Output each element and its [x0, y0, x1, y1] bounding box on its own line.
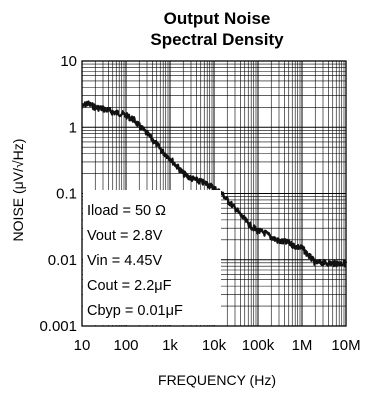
x-tick-label: 10k	[202, 337, 227, 354]
noise-series-line	[81, 100, 348, 268]
y-tick-label: 0.01	[48, 252, 77, 269]
x-tick-label: 100k	[242, 337, 275, 354]
annotation-text: Vin = 4.45V	[87, 253, 162, 269]
conditions-annotations: Iload = 50 Ω Vout = 2.8V Vin = 4.45V Cout =…	[87, 203, 183, 319]
x-tick-label: 10M	[331, 337, 360, 354]
annotation-text: Vout = 2.8V	[87, 228, 163, 244]
annotation-text: Cout = 2.2μF	[87, 278, 172, 294]
annotation-text: Cbyp = 0.01μF	[87, 303, 183, 319]
x-axis-label: FREQUENCY (Hz)	[158, 372, 276, 388]
x-tick-labels: 10 100 1k 10k 100k 1M 10M	[74, 337, 361, 354]
conditions-box	[83, 190, 221, 325]
y-tick-label: 10	[60, 53, 77, 70]
annotation-text: Iload = 50 Ω	[87, 203, 166, 219]
chart-title-line-1: Output Noise	[164, 9, 271, 28]
x-tick-label: 1k	[162, 337, 178, 354]
x-tick-label: 100	[113, 337, 138, 354]
x-tick-label: 1M	[292, 337, 313, 354]
y-tick-label: 0.001	[39, 318, 77, 335]
x-tick-label: 10	[74, 337, 91, 354]
y-tick-labels: 0.001 0.01 0.1 1 10	[39, 53, 77, 335]
y-tick-label: 1	[69, 119, 77, 136]
plot-frame	[81, 60, 347, 327]
y-axis-label: NOISE (μV/√Hz)	[10, 139, 26, 242]
chart-title-line-2: Spectral Density	[150, 30, 284, 49]
series-layer	[81, 100, 348, 268]
y-tick-label: 0.1	[56, 186, 77, 203]
